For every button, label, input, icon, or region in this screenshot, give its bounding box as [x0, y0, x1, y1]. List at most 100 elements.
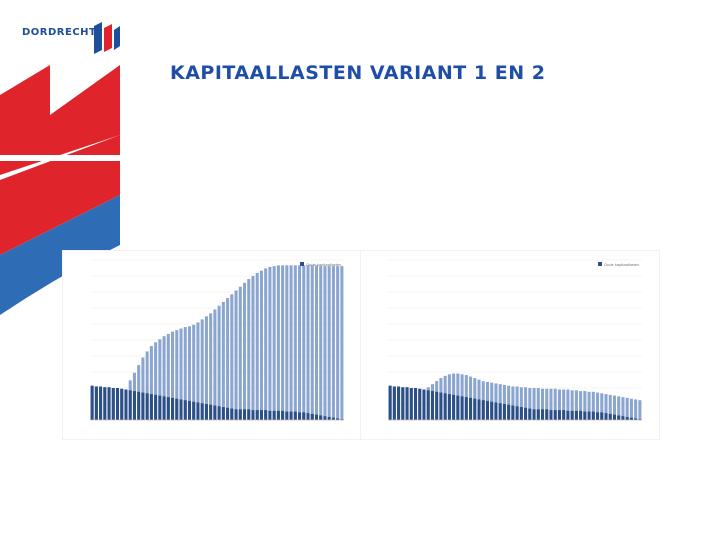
bar-total: [579, 391, 583, 420]
bar-oude-kapitaallasten: [255, 410, 259, 420]
bar-total: [213, 309, 217, 420]
bar-total: [634, 399, 638, 420]
bar-oude-kapitaallasten: [519, 407, 523, 420]
legend-swatch: [598, 262, 602, 266]
chart-variant-2: Oude kapitaallasten: [360, 250, 660, 440]
chart-svg: Oude kapitaallasten: [62, 250, 362, 440]
bar-oude-kapitaallasten: [511, 405, 515, 420]
logo-flag-icon: [94, 22, 102, 54]
bar-total: [179, 328, 183, 420]
bar-oude-kapitaallasten: [422, 389, 426, 420]
legend-label: Oude kapitaallasten: [306, 262, 341, 267]
bar-total: [327, 266, 331, 420]
bar-oude-kapitaallasten: [587, 411, 591, 420]
bar-oude-kapitaallasten: [145, 393, 149, 420]
bar-total: [314, 265, 319, 420]
bar-oude-kapitaallasten: [477, 399, 481, 420]
bar-oude-kapitaallasten: [281, 410, 285, 420]
bar-total: [183, 327, 187, 420]
bar-total: [591, 391, 595, 420]
bar-total: [268, 266, 272, 420]
bar-oude-kapitaallasten: [418, 388, 422, 420]
bar-oude-kapitaallasten: [124, 389, 128, 420]
bar-oude-kapitaallasten: [331, 417, 335, 420]
bar-total: [234, 290, 238, 420]
bar-oude-kapitaallasten: [314, 414, 319, 420]
bar-oude-kapitaallasten: [276, 410, 280, 420]
bar-total: [162, 336, 166, 420]
dordrecht-logo: [94, 22, 120, 54]
bar-total: [540, 388, 545, 420]
bar-total: [175, 330, 179, 420]
bar-oude-kapitaallasten: [490, 401, 494, 420]
bar-oude-kapitaallasten: [452, 394, 456, 420]
bar-oude-kapitaallasten: [494, 402, 498, 420]
bar-oude-kapitaallasten: [579, 410, 583, 420]
bar-total: [298, 265, 302, 420]
bar-oude-kapitaallasten: [183, 400, 187, 420]
bar-total: [507, 385, 511, 420]
bar-oude-kapitaallasten: [498, 403, 502, 420]
bar-oude-kapitaallasten: [289, 411, 293, 420]
bar-total: [524, 387, 528, 420]
bar-total: [166, 333, 170, 420]
bar-total: [230, 294, 234, 420]
bar-oude-kapitaallasten: [405, 387, 409, 420]
bar-oude-kapitaallasten: [612, 414, 617, 420]
bar-oude-kapitaallasten: [502, 404, 506, 420]
bar-oude-kapitaallasten: [336, 418, 340, 420]
bar-oude-kapitaallasten: [298, 412, 302, 420]
bar-oude-kapitaallasten: [532, 409, 536, 420]
bar-oude-kapitaallasten: [600, 412, 604, 420]
bar-oude-kapitaallasten: [171, 397, 175, 420]
bar-oude-kapitaallasten: [485, 400, 490, 420]
bar-oude-kapitaallasten: [247, 409, 251, 420]
bar-oude-kapitaallasten: [536, 409, 540, 420]
bar-total: [621, 397, 625, 420]
bar-oude-kapitaallasten: [460, 396, 464, 420]
bar-oude-kapitaallasten: [621, 416, 625, 420]
bar-total: [536, 388, 540, 420]
bar-total: [293, 265, 297, 420]
bar-oude-kapitaallasten: [435, 391, 439, 420]
bar-oude-kapitaallasten: [242, 409, 247, 420]
bar-total: [331, 266, 335, 420]
bar-oude-kapitaallasten: [179, 399, 183, 420]
bar-oude-kapitaallasten: [583, 411, 587, 420]
bar-total: [242, 282, 247, 420]
bar-oude-kapitaallasten: [562, 410, 566, 420]
slide-title: KAPITAALLASTEN VARIANT 1 EN 2: [170, 62, 546, 84]
bar-total: [336, 266, 340, 420]
bar-oude-kapitaallasten: [293, 411, 297, 420]
bar-oude-kapitaallasten: [617, 415, 621, 420]
bar-total: [158, 339, 162, 420]
logo-text: DORDRECHT: [22, 27, 97, 38]
bar-total: [289, 265, 293, 420]
bar-oude-kapitaallasten: [103, 387, 107, 420]
bar-total: [553, 388, 557, 420]
bar-total: [511, 386, 515, 420]
bar-oude-kapitaallasten: [481, 400, 485, 420]
bar-total: [528, 388, 532, 420]
bar-oude-kapitaallasten: [469, 397, 473, 420]
bar-total: [217, 305, 221, 420]
bar-total: [171, 331, 175, 420]
bar-oude-kapitaallasten: [221, 407, 225, 420]
bar-total: [285, 265, 289, 420]
bar-oude-kapitaallasten: [528, 408, 532, 420]
bar-oude-kapitaallasten: [447, 394, 451, 420]
bar-oude-kapitaallasten: [268, 410, 272, 420]
bar-oude-kapitaallasten: [443, 393, 447, 420]
bar-total: [204, 316, 208, 420]
bar-total: [154, 342, 158, 420]
bar-total: [302, 265, 306, 420]
bar-oude-kapitaallasten: [154, 394, 158, 420]
bar-oude-kapitaallasten: [540, 409, 545, 420]
bar-total: [187, 326, 192, 420]
bar-total: [200, 319, 204, 420]
bar-oude-kapitaallasten: [259, 410, 263, 420]
bar-total: [251, 276, 255, 420]
bar-oude-kapitaallasten: [158, 395, 162, 420]
bar-oude-kapitaallasten: [120, 388, 124, 420]
bar-oude-kapitaallasten: [413, 388, 418, 420]
